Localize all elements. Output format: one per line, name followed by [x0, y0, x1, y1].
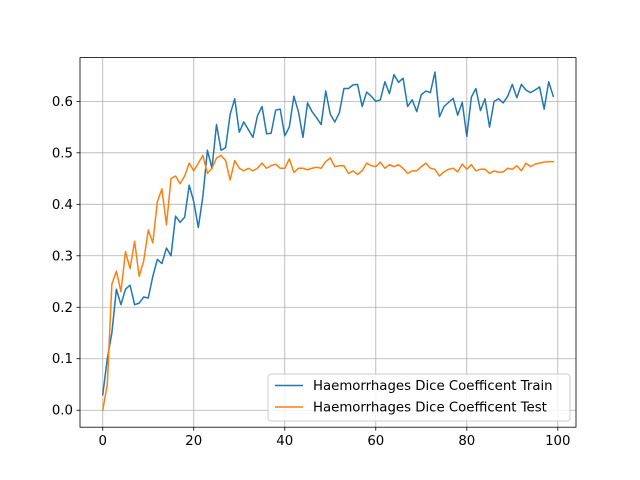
x-tick-label: 40	[276, 434, 293, 449]
grid	[80, 57, 576, 428]
y-tick-label: 0.0	[52, 404, 73, 419]
y-tick-label: 0.2	[52, 301, 73, 316]
y-tick-label: 0.6	[52, 95, 73, 110]
series-line-test	[101, 154, 554, 412]
x-tick-label: 80	[458, 434, 475, 449]
y-tick-label: 0.3	[52, 249, 73, 264]
series-line-train	[101, 71, 555, 396]
y-tick-label: 0.1	[52, 352, 73, 367]
legend-box	[267, 373, 571, 422]
axis-ticks: 0 20 40 60 80 100 0.0 0.1 0.2 0.3 0.4 0.5 0.6	[52, 95, 571, 449]
legend-label-train: Haemorrhages Dice Coefficent Train	[313, 379, 553, 394]
x-tick-label: 20	[185, 434, 202, 449]
y-tick-label: 0.4	[52, 198, 73, 213]
legend-label-test: Haemorrhages Dice Coefficent Test	[313, 401, 547, 416]
x-tick-label: 0	[99, 434, 107, 449]
series-layer	[101, 71, 555, 412]
x-tick-label: 100	[545, 434, 570, 449]
x-tick-label: 60	[367, 434, 384, 449]
y-tick-label: 0.5	[52, 146, 73, 161]
legend: Haemorrhages Dice Coefficent Train Haemo…	[267, 373, 571, 422]
plot-frame	[79, 57, 577, 428]
